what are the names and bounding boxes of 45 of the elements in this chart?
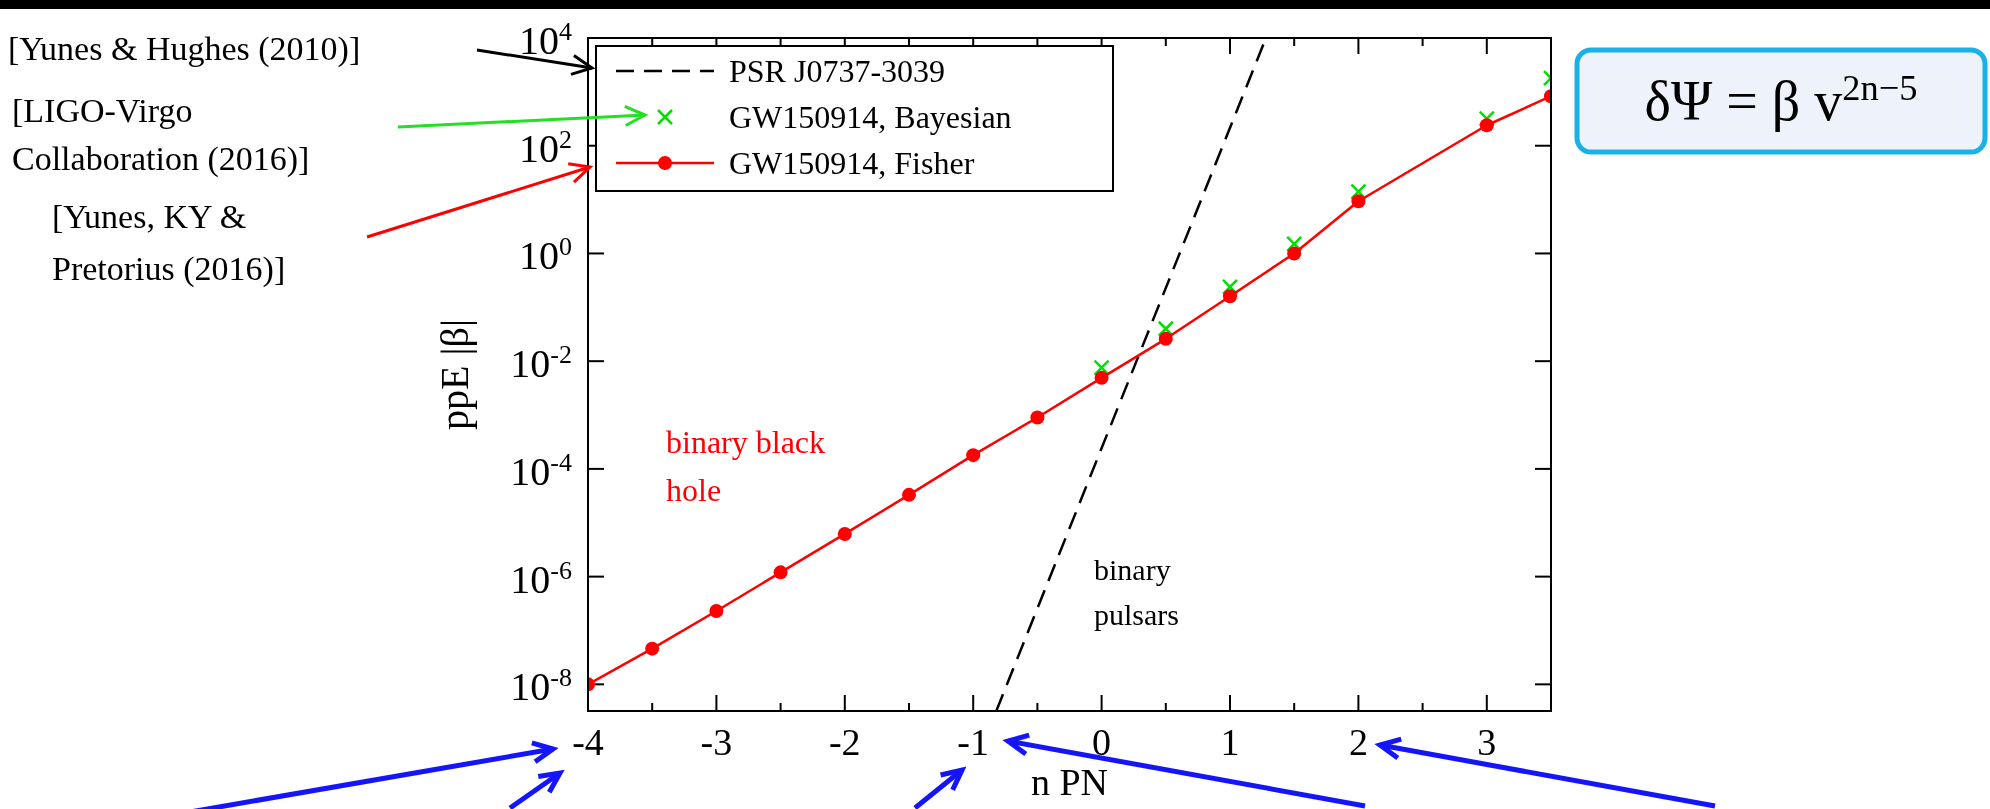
point bbox=[1223, 289, 1237, 304]
legend-label: PSR J0737-3039 bbox=[729, 53, 946, 89]
point bbox=[966, 448, 981, 463]
legend-label: GW150914, Bayesian bbox=[729, 99, 1012, 135]
y-tick-label: 10$^{-2}$ bbox=[510, 339, 572, 387]
text: [Yunes, KY & Pretorius (2016)] bbox=[52, 198, 286, 288]
text: [Yunes & Hughes (2010)] bbox=[8, 30, 361, 68]
x-tick-label: 3 bbox=[1477, 721, 1497, 763]
point bbox=[1157, 320, 1175, 337]
x-tick-label: -1 bbox=[957, 721, 990, 763]
x-tick-label: -4 bbox=[572, 721, 604, 763]
point bbox=[1287, 246, 1302, 261]
point bbox=[1350, 183, 1367, 200]
y-tick-label: 10$^{0}$ bbox=[519, 231, 572, 279]
point bbox=[1285, 235, 1303, 253]
point bbox=[1093, 359, 1110, 376]
y-tick-label: 10$^{4}$ bbox=[519, 16, 572, 63]
y-tick-label: 10$^{2}$ bbox=[519, 124, 572, 171]
point bbox=[645, 641, 660, 656]
x-tick-label: -2 bbox=[828, 721, 861, 763]
x-tick-label: 0 bbox=[1092, 721, 1112, 763]
y-tick-label: 10$^{-6}$ bbox=[510, 555, 572, 602]
x-tick-label: 1 bbox=[1220, 721, 1240, 763]
point bbox=[1478, 110, 1496, 127]
point bbox=[1221, 278, 1239, 296]
point bbox=[1158, 331, 1173, 346]
point bbox=[709, 604, 724, 618]
x-axis-title: n PN bbox=[1030, 761, 1109, 803]
y-tick-label: 10$^{-8}$ bbox=[510, 662, 572, 710]
y-axis-title: ppE |β| bbox=[432, 319, 477, 430]
point bbox=[1479, 118, 1494, 133]
legend-label: GW150914, Fisher bbox=[729, 145, 975, 181]
text: [LIGO-Virgo Collaboration (2016)] bbox=[12, 92, 310, 178]
point bbox=[1030, 410, 1045, 425]
point bbox=[902, 487, 916, 502]
x-tick-label: -3 bbox=[700, 721, 733, 763]
x-tick-label: 2 bbox=[1348, 721, 1368, 763]
text: δΨ = β v$^{2n−5}$ bbox=[1644, 68, 1918, 132]
point bbox=[837, 526, 852, 541]
y-tick-label: 10$^{-4}$ bbox=[510, 447, 572, 494]
point bbox=[773, 565, 788, 580]
point bbox=[1094, 370, 1109, 385]
annotation: binary pulsars bbox=[1094, 553, 1179, 631]
annotation: binary black hole bbox=[666, 424, 826, 508]
point bbox=[1351, 194, 1366, 209]
